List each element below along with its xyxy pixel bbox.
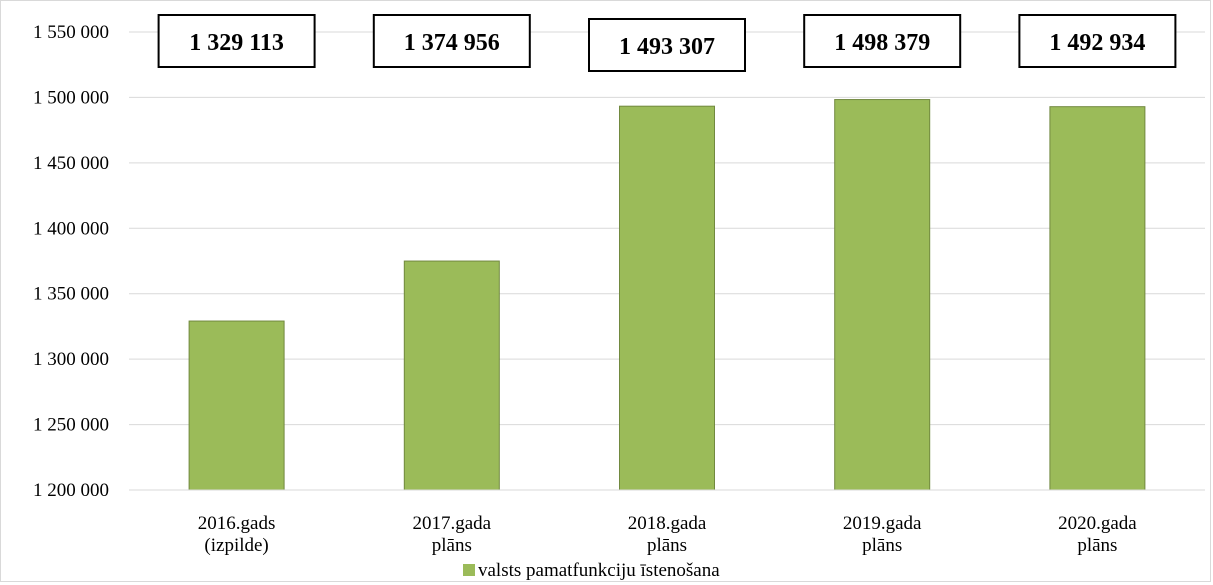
data-label: 1 493 307	[619, 34, 715, 60]
x-tick-label: 2016.gads (izpilde)	[198, 513, 276, 556]
data-label: 1 492 934	[1049, 30, 1145, 56]
data-label: 1 329 113	[189, 30, 284, 56]
y-tick-label: 1 300 000	[33, 349, 109, 370]
x-axis-labels: 2016.gads (izpilde) 2017.gada plāns 2018.gad…	[198, 513, 1137, 556]
y-tick-label: 1 450 000	[33, 153, 109, 174]
data-label: 1 374 956	[404, 30, 500, 56]
legend-swatch	[463, 564, 475, 576]
y-tick-label: 1 500 000	[33, 87, 109, 108]
bar	[834, 99, 931, 491]
legend: valsts pamatfunkciju īstenošana	[463, 560, 720, 581]
y-tick-label: 1 550 000	[33, 22, 109, 43]
data-label-box	[372, 14, 531, 68]
x-tick-label: 2019.gada plāns	[843, 513, 922, 556]
x-tick-label: 2018.gada plāns	[628, 513, 707, 556]
bar	[1049, 106, 1146, 491]
data-label-box	[588, 18, 746, 72]
bars	[188, 99, 1146, 491]
data-label-box	[1018, 14, 1177, 68]
data-label-box	[803, 14, 962, 68]
y-tick-label: 1 400 000	[33, 218, 109, 239]
y-axis-ticks: 1 200 000 1 250 000 1 300 000 1 350 000 1 40…	[33, 22, 109, 501]
data-label: 1 498 379	[834, 30, 930, 56]
x-tick-label: 2017.gada plāns	[412, 513, 491, 556]
data-labels: 1 329 113 1 374 956 1 493 307 1 498 379 1 49…	[157, 14, 1177, 72]
data-label-box	[157, 14, 316, 68]
legend-label: valsts pamatfunkciju īstenošana	[478, 560, 720, 581]
bar	[188, 320, 285, 491]
y-tick-label: 1 200 000	[33, 480, 109, 501]
x-tick-label: 2020.gada plāns	[1058, 513, 1137, 556]
bar	[403, 260, 500, 491]
y-tick-label: 1 250 000	[33, 415, 109, 436]
bar	[619, 105, 715, 491]
y-tick-label: 1 350 000	[33, 284, 109, 305]
